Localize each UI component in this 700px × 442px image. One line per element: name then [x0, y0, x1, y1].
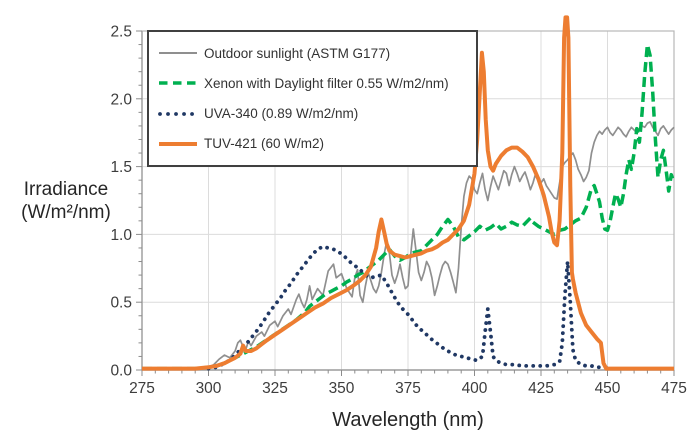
legend-line-sample-solid-thick-icon	[159, 141, 197, 146]
series-path-uva-340	[206, 244, 610, 371]
legend-item-outdoor-sunlight: Outdoor sunlight (ASTM G177)	[157, 42, 472, 64]
series-path-outdoor-sunlight	[142, 121, 675, 370]
legend-label: UVA-340 (0.89 W/m2/nm)	[204, 106, 359, 122]
x-tick-label: 450	[595, 380, 621, 397]
x-tick-label: 375	[395, 380, 421, 397]
legend-line-sample-solid-thin-icon	[159, 52, 197, 55]
y-tick-label: 1.0	[110, 227, 132, 244]
legend-item-tuv-421: TUV-421 (60 W/m2)	[157, 133, 472, 155]
x-tick-label: 425	[528, 380, 554, 397]
y-tick-label: 2.0	[110, 91, 132, 108]
legend-line-sample-dotted-icon	[158, 111, 199, 116]
x-tick-label: 275	[129, 380, 155, 397]
x-tick-label: 325	[262, 380, 288, 397]
y-axis-title-line1: Irradiance	[23, 179, 109, 200]
x-tick-label: 350	[329, 380, 355, 397]
x-tick-label: 475	[661, 380, 687, 397]
y-axis-title: Irradiance (W/m²/nm)	[4, 178, 128, 224]
y-tick-label: 2.5	[110, 24, 132, 41]
x-tick-label: 400	[462, 380, 488, 397]
x-axis-title: Wavelength (nm)	[332, 409, 484, 431]
legend-line-sample-dashed-icon	[159, 81, 197, 86]
legend-label: Outdoor sunlight (ASTM G177)	[204, 45, 391, 61]
legend-item-uva-340: UVA-340 (0.89 W/m2/nm)	[157, 103, 472, 125]
y-tick-label: 1.5	[110, 159, 132, 176]
legend-item-xenon-daylight-filter: Xenon with Daylight filter 0.55 W/m2/nm)	[157, 72, 472, 94]
legend: Outdoor sunlight (ASTM G177) Xenon with …	[147, 30, 478, 167]
x-tick-label: 300	[196, 380, 222, 397]
legend-label: Xenon with Daylight filter 0.55 W/m2/nm)	[204, 75, 449, 91]
legend-label: TUV-421 (60 W/m2)	[204, 136, 325, 152]
y-tick-label: 0.5	[110, 295, 132, 312]
y-tick-label: 0.0	[110, 363, 132, 380]
y-axis-title-line2: (W/m²/nm)	[21, 202, 111, 224]
series-path-tuv-421	[142, 15, 674, 371]
series-path-xenon-daylight-filter	[142, 42, 676, 371]
